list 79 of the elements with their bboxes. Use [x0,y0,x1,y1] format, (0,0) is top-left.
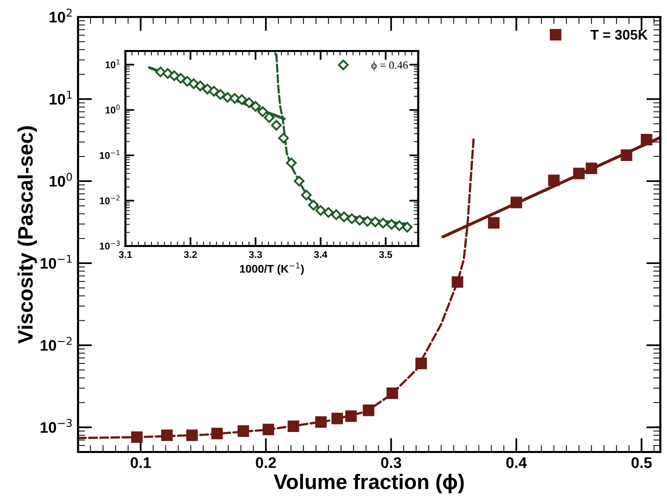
point [300,190,312,200]
y-tick-label: 10$^{−3}$ [100,240,120,250]
point [161,429,173,442]
x-tick-label: 3.5 [379,251,392,258]
point [194,80,206,92]
point [386,387,398,400]
point [202,84,213,94]
point [208,86,220,96]
legend-label: T = 305K [590,30,648,40]
y-tick-label: 10$^{−3}$ [40,418,72,433]
point [378,218,388,228]
point [362,404,374,416]
point [331,412,344,424]
x-axis-title: 1000/T (K$^{−1}$) [240,262,304,275]
legend-label: ϕ = 0.46 [371,61,408,72]
y-axis-title: Viscosity (Pascal-sec) [18,126,37,344]
point [573,168,585,180]
point [215,89,226,100]
point [345,410,357,422]
point [338,212,350,222]
x-tick-label: 3.4 [314,251,328,258]
point [386,219,397,230]
point [402,222,412,233]
point [264,112,275,123]
point [155,66,166,78]
point [250,101,261,112]
point [271,120,282,131]
point [362,216,373,227]
point [640,134,652,146]
point [168,70,180,82]
x-tick-label: 3.2 [184,251,197,258]
x-axis-title: Volume fraction (ϕ) [274,474,464,494]
point [244,97,254,108]
point [415,358,427,370]
point [548,174,560,186]
point [286,158,297,168]
point [354,214,365,226]
y-tick-label: 10$^{−2}$ [100,195,120,204]
point [394,220,405,232]
point [182,76,193,87]
point [278,132,289,144]
point [236,94,248,105]
y-tick-label: 10$^{−1}$ [100,150,120,159]
point [330,209,342,220]
point [257,106,268,117]
point [229,93,240,104]
point [262,424,274,436]
point [346,213,358,224]
point [452,276,464,288]
x-tick-label: 3.3 [249,251,262,258]
point [175,72,186,84]
point [510,196,522,208]
y-tick-label: 10$^{0}$ [50,172,72,187]
x-tick-label: 0.4 [506,457,527,468]
point [308,200,319,210]
y-tick-label: 10$^{2}$ [50,8,72,23]
x-tick-label: 0.2 [256,457,276,468]
point [211,428,223,440]
y-tick-label: 10$^{−2}$ [40,336,72,351]
y-tick-label: 10$^{0}$ [106,104,120,114]
point [238,425,250,437]
x-tick-label: 0.1 [130,457,151,468]
point [323,207,334,218]
point [315,416,327,428]
y-tick-label: 10$^{1}$ [50,90,72,105]
y-tick-label: 10$^{1}$ [106,59,120,68]
point [315,205,326,216]
point [488,217,500,229]
point [188,78,200,90]
y-tick-label: 10$^{−1}$ [40,254,72,269]
point [131,431,143,443]
point [294,176,304,186]
x-tick-label: 3.1 [118,251,132,258]
point [586,162,598,174]
x-tick-label: 0.5 [632,457,652,468]
point [186,429,198,442]
point [288,420,300,432]
x-tick-label: 0.3 [381,457,402,468]
point [620,149,632,161]
